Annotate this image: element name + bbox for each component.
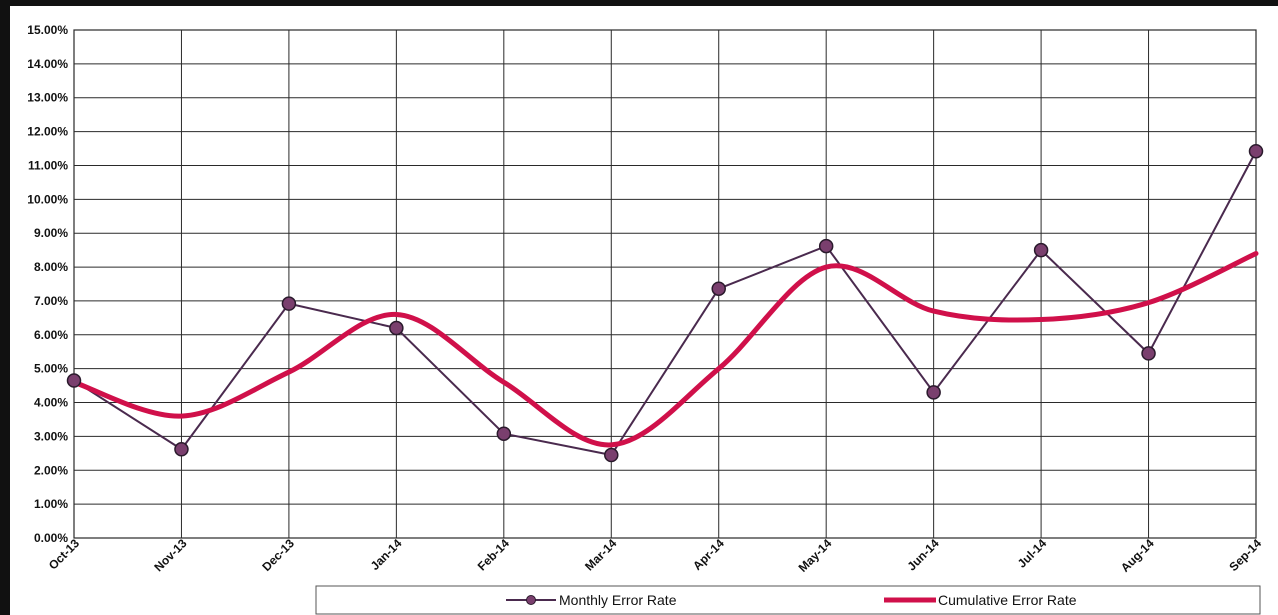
legend: Monthly Error Rate Cumulative Error Rate bbox=[315, 585, 1261, 615]
y-tick-label: 7.00% bbox=[34, 294, 68, 308]
x-tick-label: Apr-14 bbox=[690, 536, 727, 573]
y-tick-label: 6.00% bbox=[34, 328, 68, 342]
x-tick-label: Dec-13 bbox=[259, 536, 297, 574]
x-tick-label: Jan-14 bbox=[368, 536, 405, 573]
x-tick-label: Feb-14 bbox=[475, 536, 512, 573]
legend-box bbox=[315, 585, 1261, 615]
monthly-error-rate-point bbox=[1141, 346, 1156, 361]
monthly-error-rate-point bbox=[818, 238, 834, 254]
monthly-error-rate-point bbox=[1033, 242, 1049, 258]
monthly-error-rate-point bbox=[389, 320, 404, 336]
x-tick-label: Sep-14 bbox=[1226, 536, 1264, 574]
y-tick-label: 0.00% bbox=[34, 531, 68, 545]
monthly-error-rate-point bbox=[496, 426, 512, 441]
plot-area bbox=[73, 29, 1257, 539]
x-tick-label: May-14 bbox=[796, 536, 835, 575]
y-tick-label: 15.00% bbox=[27, 23, 68, 37]
x-tick-label: Jun-14 bbox=[905, 536, 942, 573]
series-line-cumulative-error-rate bbox=[71, 251, 1259, 448]
x-tick-label: Aug-14 bbox=[1118, 536, 1157, 575]
legend-label-cumulative: Cumulative Error Rate bbox=[938, 592, 1077, 608]
y-tick-label: 13.00% bbox=[27, 91, 68, 105]
series-line-monthly-error-rate bbox=[73, 150, 1257, 457]
monthly-error-rate-point bbox=[926, 385, 941, 400]
y-tick-label: 3.00% bbox=[34, 429, 68, 443]
legend-swatch-marker-monthly bbox=[526, 595, 536, 605]
legend-label-monthly: Monthly Error Rate bbox=[559, 592, 677, 608]
y-tick-label: 4.00% bbox=[34, 396, 68, 410]
x-tick-label: Mar-14 bbox=[582, 536, 619, 573]
monthly-error-rate-point bbox=[604, 447, 619, 463]
x-tick-label: Nov-13 bbox=[151, 536, 189, 574]
y-tick-label: 2.00% bbox=[34, 463, 68, 477]
monthly-error-rate-point bbox=[1248, 143, 1264, 159]
y-tick-label: 1.00% bbox=[34, 497, 68, 511]
monthly-error-rate-point bbox=[281, 296, 297, 311]
y-tick-label: 8.00% bbox=[34, 260, 68, 274]
y-tick-label: 14.00% bbox=[27, 57, 68, 71]
y-tick-label: 12.00% bbox=[27, 125, 68, 139]
monthly-error-rate-point bbox=[66, 373, 82, 388]
y-tick-label: 10.00% bbox=[27, 192, 68, 206]
y-tick-label: 5.00% bbox=[34, 362, 68, 376]
monthly-error-rate-point bbox=[174, 442, 189, 457]
monthly-error-rate-point bbox=[711, 281, 726, 296]
y-tick-label: 11.00% bbox=[28, 158, 68, 172]
x-tick-label: Jul-14 bbox=[1015, 536, 1050, 571]
y-tick-label: 9.00% bbox=[34, 226, 68, 240]
